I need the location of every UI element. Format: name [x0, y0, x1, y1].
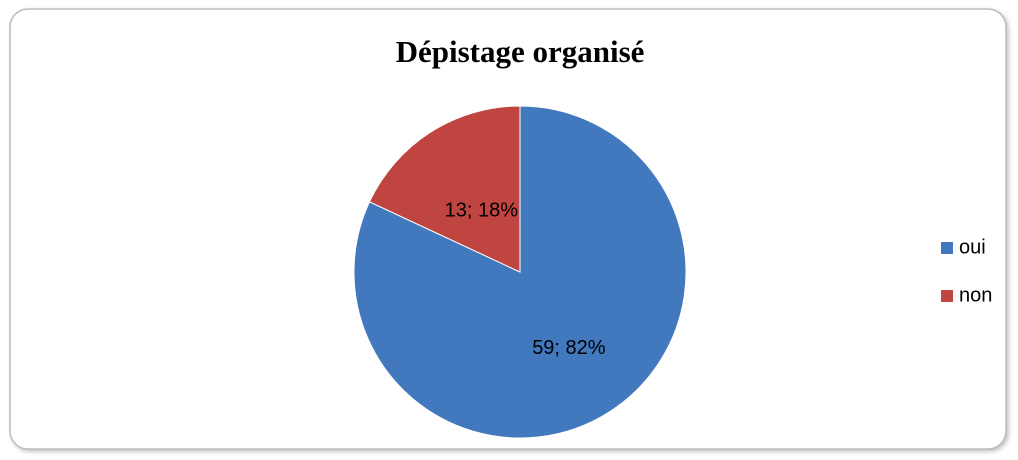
legend-swatch [941, 290, 953, 302]
legend-swatch [941, 242, 953, 254]
legend-label: oui [959, 236, 986, 258]
data-label: 59; 82% [532, 337, 606, 359]
chart-title: Dépistage organisé [396, 34, 645, 69]
legend-label: non [959, 284, 992, 306]
pie-slice [368, 105, 521, 273]
data-label: 13; 18% [445, 200, 519, 222]
